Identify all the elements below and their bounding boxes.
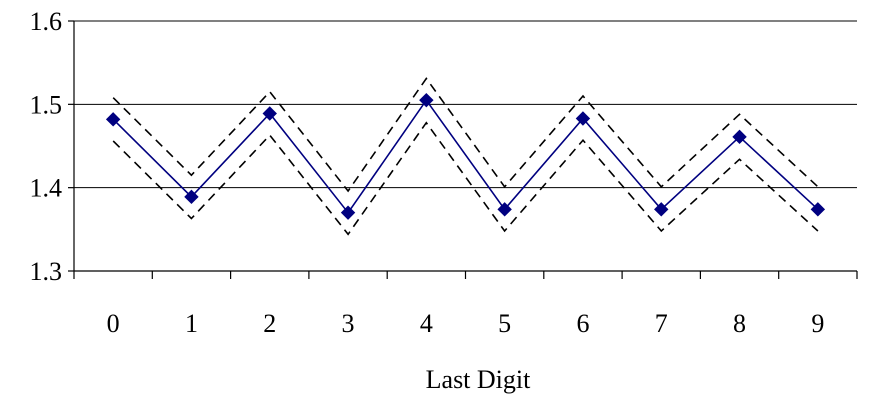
gridlines [74, 20, 857, 189]
data-point-estimate-9 [810, 202, 826, 217]
series-line-estimate [112, 98, 819, 215]
x-tick-label-0: 0 [107, 309, 120, 338]
x-tick-label-2: 2 [263, 309, 276, 338]
data-point-estimate-8 [732, 129, 747, 145]
x-tick-label-1: 1 [185, 309, 198, 338]
data-point-estimate-1 [184, 189, 199, 205]
series-group [105, 77, 826, 236]
axes [68, 20, 858, 279]
series-line-upper-bound [112, 77, 819, 193]
data-point-estimate-6 [575, 111, 591, 126]
x-tick-labels: 0 1 2 3 4 5 6 7 8 9 [107, 309, 825, 338]
x-tick-label-8: 8 [733, 309, 746, 338]
data-point-estimate-5 [497, 202, 512, 217]
x-tick-label-3: 3 [342, 309, 355, 338]
data-point-estimate-0 [105, 112, 121, 127]
y-tick-labels: 1.3 1.4 1.5 1.6 [30, 7, 63, 286]
data-point-estimate-3 [340, 205, 356, 220]
x-tick-label-9: 9 [811, 309, 824, 338]
y-tick-label-1.5: 1.5 [30, 90, 63, 119]
x-tick-label-6: 6 [576, 309, 589, 338]
x-tick-label-5: 5 [498, 309, 511, 338]
y-tick-label-1.4: 1.4 [30, 174, 63, 203]
x-axis-label: Last Digit [426, 365, 531, 394]
x-tick-label-7: 7 [655, 309, 668, 338]
series-line-lower-bound [112, 121, 819, 236]
x-tick-label-4: 4 [420, 309, 433, 338]
data-point-estimate-4 [419, 92, 434, 108]
data-point-estimate-2 [262, 106, 277, 121]
data-point-estimate-7 [654, 202, 669, 217]
y-tick-label-1.3: 1.3 [30, 257, 63, 286]
y-tick-label-1.6: 1.6 [30, 7, 63, 36]
